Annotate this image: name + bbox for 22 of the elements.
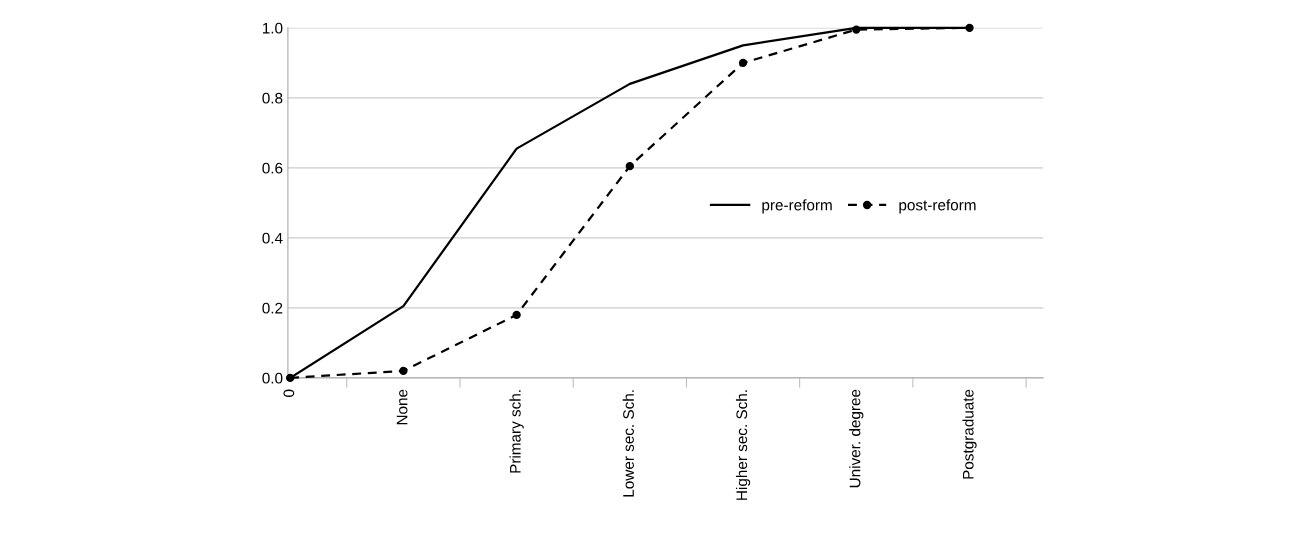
y-tick-label: 0.0 xyxy=(262,372,283,384)
y-tick-label: 0.8 xyxy=(262,92,283,104)
point xyxy=(852,25,861,34)
y-tick-label: 0.2 xyxy=(262,302,283,314)
legend-label: pre-reform xyxy=(762,199,832,214)
point xyxy=(625,161,635,171)
legend-label: post-reform xyxy=(899,199,976,214)
point xyxy=(512,310,521,320)
point xyxy=(965,23,974,33)
x-tick-label: Lower sec. Sch. xyxy=(622,390,634,497)
x-tick-label: None xyxy=(396,389,408,425)
x-tick-label: 0 xyxy=(283,389,295,397)
y-tick-label: 0.4 xyxy=(262,232,283,244)
point xyxy=(738,58,748,68)
x-tick-label: Univer. degree xyxy=(849,389,864,488)
x-tick-label: Higher sec. Sch. xyxy=(735,390,751,500)
y-tick-label: 1.0 xyxy=(262,22,283,34)
x-tick-label: Primary sch. xyxy=(509,390,524,473)
y-tick-label: 0.6 xyxy=(262,162,283,174)
x-tick-label: Postgraduate xyxy=(962,389,977,479)
point xyxy=(285,373,295,383)
point xyxy=(399,366,408,376)
